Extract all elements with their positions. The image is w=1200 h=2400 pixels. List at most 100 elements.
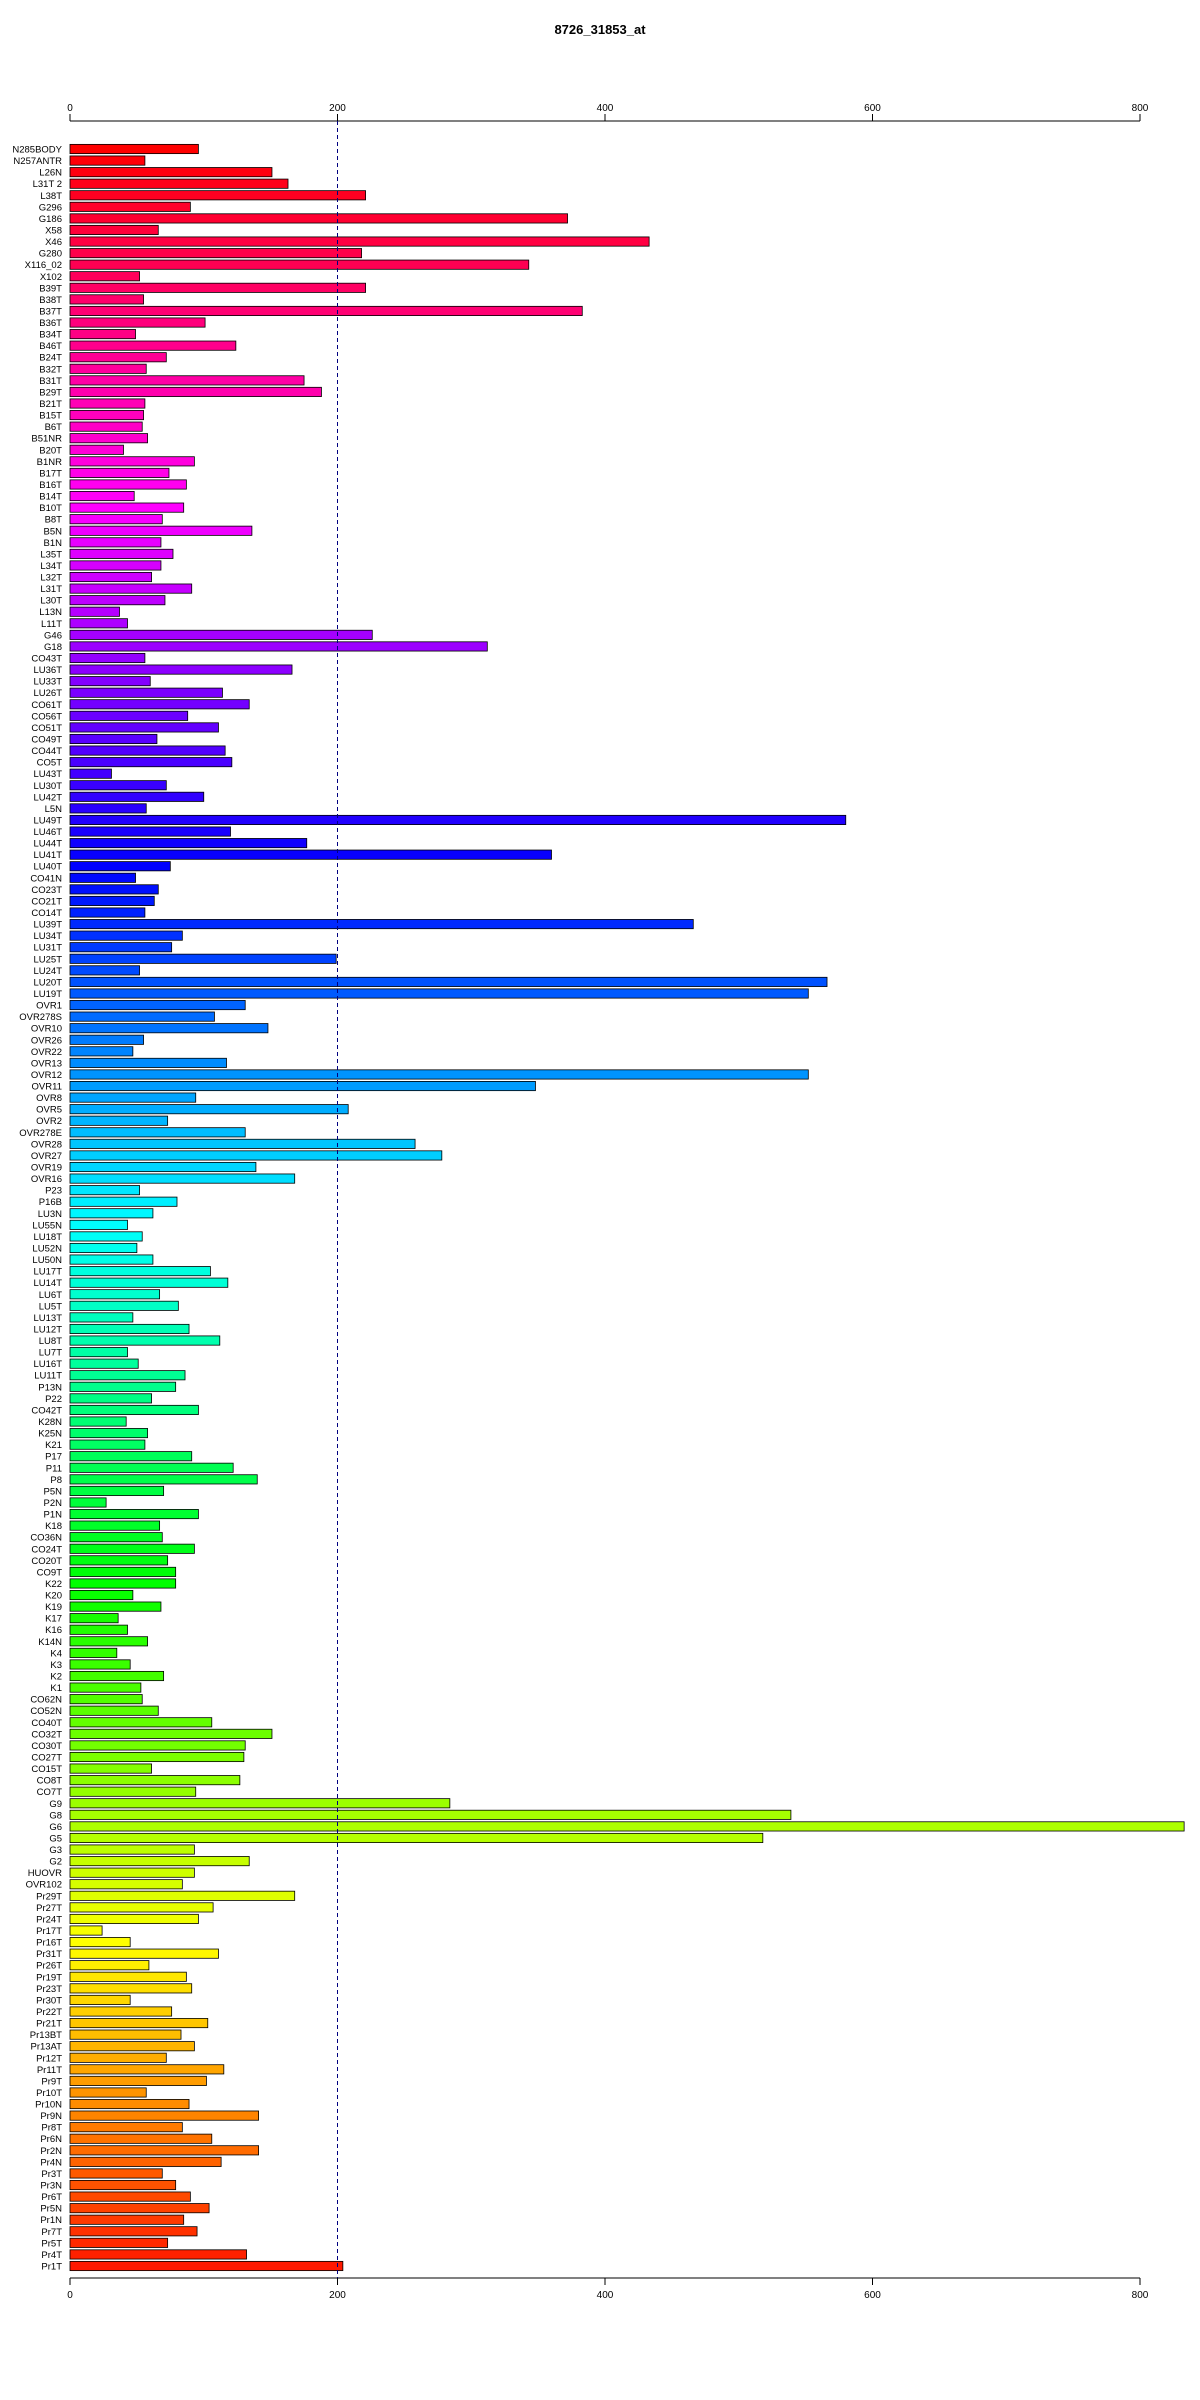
bar	[69, 1751, 245, 1763]
bar	[69, 572, 152, 583]
bar	[69, 1127, 246, 1138]
bar	[69, 155, 146, 166]
category-label: Pr9T	[41, 2076, 62, 2087]
category-label: G18	[44, 642, 62, 653]
bar	[69, 2156, 222, 2167]
bar	[69, 1809, 792, 1820]
category-label: LU20T	[33, 977, 62, 988]
bar	[69, 282, 366, 293]
category-label: Pr3T	[41, 2169, 62, 2180]
category-label: G3	[49, 1845, 62, 1856]
chart-title: 8726_31853_at	[554, 22, 646, 37]
bar	[69, 2110, 259, 2121]
bar	[69, 1555, 169, 1566]
category-label: CO51T	[31, 723, 62, 734]
bar	[69, 1971, 187, 1982]
category-label: G5	[49, 1833, 62, 1844]
bar	[69, 1173, 296, 1184]
bar	[69, 1115, 169, 1126]
bar	[69, 1879, 183, 1890]
bar	[69, 1509, 199, 1520]
bar	[69, 1890, 296, 1901]
category-label: LU13T	[33, 1313, 62, 1324]
bar	[69, 1196, 178, 1207]
category-label: HUOVR	[28, 1868, 62, 1879]
bar	[69, 1323, 190, 1334]
category-label: B46T	[39, 341, 62, 352]
bar	[69, 525, 253, 536]
bar	[69, 1948, 219, 1959]
bar	[69, 1670, 165, 1682]
bar	[69, 595, 166, 606]
category-label: Pr23T	[36, 1984, 62, 1995]
category-label: P23	[45, 1186, 62, 1197]
bar	[69, 2052, 167, 2063]
top-axis-tick-label: 200	[329, 103, 346, 114]
category-label: LU8T	[39, 1336, 62, 1347]
category-label: K16	[45, 1625, 62, 1636]
bar	[69, 676, 151, 687]
category-label: CO15T	[31, 1764, 62, 1775]
category-label: Pr29T	[36, 1891, 62, 1902]
category-label: B17T	[39, 468, 62, 479]
category-label: G280	[39, 249, 62, 260]
bar	[69, 456, 195, 467]
bar	[69, 1763, 152, 1774]
category-label: LU33T	[33, 677, 62, 688]
category-label: LU11T	[34, 1371, 62, 1382]
bar	[69, 1740, 246, 1751]
category-label: B14T	[39, 492, 62, 503]
bar	[69, 317, 206, 328]
bar	[69, 2006, 173, 2017]
bar	[69, 803, 147, 814]
bar	[69, 606, 120, 617]
bar	[69, 791, 205, 802]
category-label: K17	[45, 1614, 62, 1625]
bar	[69, 2029, 182, 2040]
category-label: L31T 2	[33, 179, 62, 190]
bar	[69, 2075, 207, 2086]
category-label: Pr5N	[40, 2204, 62, 2215]
category-label: LU34T	[33, 931, 62, 942]
bar	[69, 652, 146, 664]
category-label: LU7T	[39, 1348, 62, 1359]
bar	[69, 1694, 143, 1705]
category-label: CO20T	[31, 1556, 62, 1567]
bar	[69, 1925, 103, 1936]
category-label: CO14T	[31, 908, 62, 919]
bar	[69, 895, 155, 906]
category-label: OVR19	[31, 1163, 62, 1174]
bar	[69, 722, 219, 733]
bar	[69, 1832, 764, 1843]
bar	[69, 1439, 146, 1450]
category-label: CO7T	[37, 1787, 63, 1798]
bottom-axis-tick-label: 0	[67, 2290, 73, 2301]
bar	[69, 1937, 131, 1948]
top-axis-tick-label: 400	[597, 103, 614, 114]
bar	[69, 757, 233, 768]
category-label: LU49T	[33, 815, 62, 826]
top-axis-tick-label: 800	[1132, 103, 1149, 114]
bar	[69, 1219, 128, 1230]
bars-group	[69, 143, 1185, 2272]
category-label: Pr10T	[36, 2088, 62, 2099]
bar	[69, 2122, 183, 2133]
category-label: CO23T	[31, 885, 62, 896]
bar	[69, 1034, 144, 1045]
category-label: L38T	[40, 191, 62, 202]
bar	[69, 2145, 259, 2156]
bottom-axis: 0 200 400 600 800	[67, 2277, 1149, 2301]
bar	[69, 305, 583, 316]
category-label: Pr30T	[36, 1995, 62, 2006]
bar	[69, 976, 828, 987]
category-label: P11	[46, 1463, 62, 1474]
category-label: L30T	[40, 596, 62, 607]
category-label: CO56T	[31, 711, 62, 722]
bar	[69, 1786, 197, 1797]
bar	[69, 2203, 210, 2214]
category-label: Pr6T	[41, 2192, 62, 2203]
bar	[69, 2191, 191, 2202]
category-label: L34T	[40, 561, 62, 572]
category-label: CO61T	[31, 700, 62, 711]
